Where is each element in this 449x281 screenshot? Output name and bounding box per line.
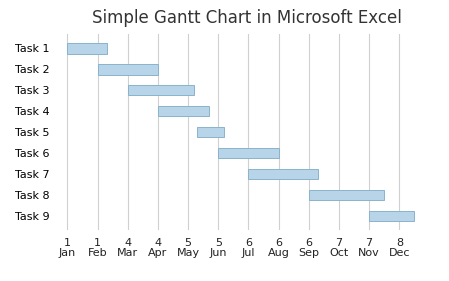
Text: Jun: Jun [210, 248, 227, 258]
Text: Aug: Aug [268, 248, 290, 258]
Text: 8: 8 [396, 238, 403, 248]
Text: 5: 5 [215, 238, 222, 248]
Bar [158, 106, 209, 116]
Text: 7: 7 [365, 238, 373, 248]
Text: Nov: Nov [358, 248, 380, 258]
Bar [97, 64, 158, 74]
Bar [128, 85, 194, 96]
Text: Jan: Jan [59, 248, 76, 258]
Text: Jul: Jul [242, 248, 255, 258]
Text: 6: 6 [275, 238, 282, 248]
Text: 4: 4 [124, 238, 131, 248]
Bar [248, 169, 318, 179]
Bar [197, 127, 224, 137]
Text: Dec: Dec [388, 248, 410, 258]
Text: 1: 1 [94, 238, 101, 248]
Text: 6: 6 [245, 238, 252, 248]
Text: May: May [176, 248, 200, 258]
Bar [309, 190, 384, 200]
Text: Sep: Sep [298, 248, 319, 258]
Text: 4: 4 [154, 238, 162, 248]
Text: Mar: Mar [117, 248, 138, 258]
Text: 7: 7 [335, 238, 343, 248]
Text: 1: 1 [64, 238, 71, 248]
Text: 5: 5 [185, 238, 192, 248]
Text: Oct: Oct [330, 248, 348, 258]
Title: Simple Gantt Chart in Microsoft Excel: Simple Gantt Chart in Microsoft Excel [92, 9, 402, 27]
Text: Feb: Feb [88, 248, 107, 258]
Text: Apr: Apr [148, 248, 167, 258]
Bar [218, 148, 279, 158]
Bar [369, 210, 414, 221]
Bar [67, 43, 107, 54]
Text: 6: 6 [305, 238, 313, 248]
